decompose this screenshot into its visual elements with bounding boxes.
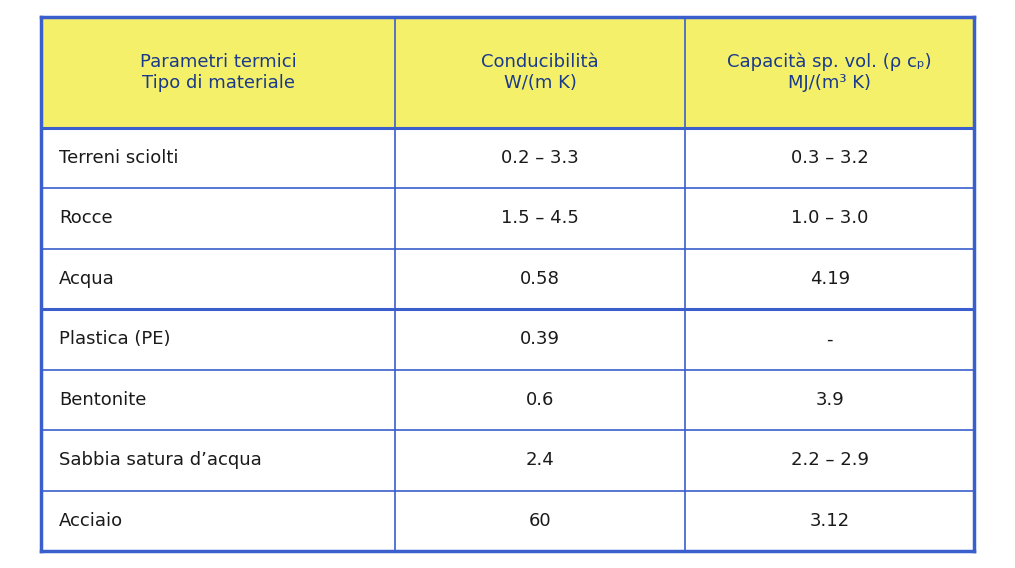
Bar xyxy=(685,430,974,491)
Bar xyxy=(396,309,685,370)
Bar xyxy=(685,128,974,188)
Text: Acciaio: Acciaio xyxy=(59,512,123,530)
Bar xyxy=(396,188,685,249)
Bar xyxy=(396,249,685,309)
Text: 0.39: 0.39 xyxy=(520,331,560,348)
Bar xyxy=(396,128,685,188)
Bar xyxy=(41,430,396,491)
Bar xyxy=(685,491,974,551)
Text: 60: 60 xyxy=(529,512,551,530)
Text: Sabbia satura d’acqua: Sabbia satura d’acqua xyxy=(59,452,262,469)
Text: 2.4: 2.4 xyxy=(526,452,554,469)
Bar xyxy=(41,370,396,430)
Bar xyxy=(41,188,396,249)
Bar xyxy=(685,309,974,370)
Text: 1.5 – 4.5: 1.5 – 4.5 xyxy=(501,210,580,227)
Bar xyxy=(396,17,685,128)
Text: 1.0 – 3.0: 1.0 – 3.0 xyxy=(791,210,869,227)
Text: 3.9: 3.9 xyxy=(815,391,844,409)
Bar xyxy=(685,188,974,249)
Text: Rocce: Rocce xyxy=(59,210,113,227)
Text: Bentonite: Bentonite xyxy=(59,391,146,409)
Text: Parametri termici
Tipo di materiale: Parametri termici Tipo di materiale xyxy=(140,53,296,92)
Text: Capacità sp. vol. (ρ cₚ)
MJ/(m³ K): Capacità sp. vol. (ρ cₚ) MJ/(m³ K) xyxy=(728,53,932,92)
Bar xyxy=(41,249,396,309)
Text: 0.6: 0.6 xyxy=(526,391,554,409)
Text: 0.3 – 3.2: 0.3 – 3.2 xyxy=(791,149,869,167)
Text: -: - xyxy=(826,331,833,348)
Text: 4.19: 4.19 xyxy=(810,270,850,288)
Bar xyxy=(685,17,974,128)
Bar xyxy=(685,249,974,309)
Text: Conducibilità
W/(m K): Conducibilità W/(m K) xyxy=(481,53,599,92)
Bar xyxy=(396,491,685,551)
Text: 2.2 – 2.9: 2.2 – 2.9 xyxy=(791,452,869,469)
Bar xyxy=(685,370,974,430)
Bar xyxy=(396,430,685,491)
Text: Plastica (PE): Plastica (PE) xyxy=(59,331,171,348)
Text: Acqua: Acqua xyxy=(59,270,115,288)
Text: 3.12: 3.12 xyxy=(810,512,850,530)
Bar xyxy=(41,309,396,370)
Text: Terreni sciolti: Terreni sciolti xyxy=(59,149,179,167)
Bar xyxy=(41,491,396,551)
Bar xyxy=(41,128,396,188)
Bar xyxy=(41,17,396,128)
Text: 0.58: 0.58 xyxy=(521,270,560,288)
Text: 0.2 – 3.3: 0.2 – 3.3 xyxy=(501,149,580,167)
Bar xyxy=(396,370,685,430)
